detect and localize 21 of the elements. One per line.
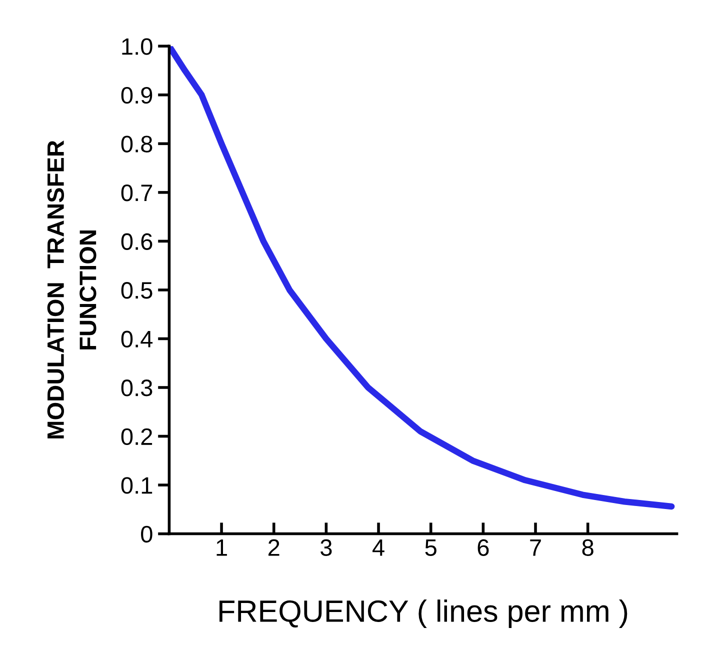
- y-tick-label: 1.0: [122, 38, 152, 55]
- y-tick-label: 0.7: [121, 184, 152, 202]
- x-tick-label: 4: [372, 540, 384, 556]
- y-axis-title: MODULATION TRANSFER FUNCTION: [47, 140, 96, 438]
- x-tick-label: 3: [320, 539, 332, 556]
- x-tick-label: 2: [268, 539, 280, 556]
- y-tick-label: 0: [141, 526, 152, 543]
- y-tick-label: 0.2: [121, 428, 152, 446]
- y-tick-label: 0.1: [121, 477, 152, 494]
- y-tick-label: 0.3: [121, 380, 152, 396]
- x-tick-label: 7: [530, 540, 541, 556]
- x-axis-title: FREQUENCY ( lines per mm ): [220, 600, 628, 628]
- y-tick-label: 0.5: [121, 282, 152, 299]
- x-tick-label: 1: [216, 540, 227, 556]
- y-tick-label: 0.8: [121, 136, 152, 152]
- x-tick-label: 8: [582, 539, 594, 556]
- y-tick-label: 0.9: [121, 86, 152, 104]
- y-tick-label: 0.6: [121, 233, 152, 250]
- y-tick-label: 0.4: [121, 330, 153, 348]
- x-tick-label: 6: [478, 539, 489, 556]
- x-tick-label: 5: [425, 540, 436, 556]
